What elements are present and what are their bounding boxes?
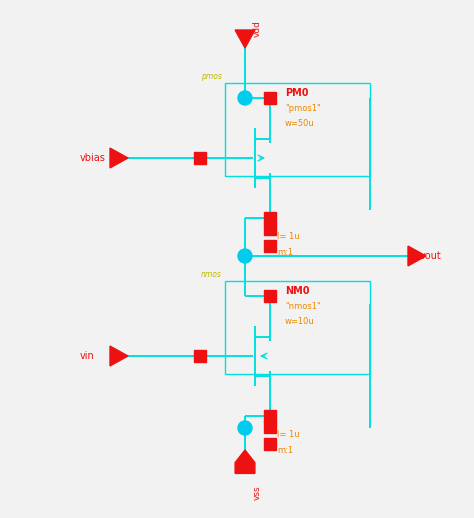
Text: vss: vss [253, 485, 262, 500]
Text: PM0: PM0 [285, 88, 309, 98]
Text: vdd: vdd [253, 20, 262, 37]
Circle shape [238, 421, 252, 435]
Text: w=10u: w=10u [285, 317, 315, 326]
Bar [225, 281, 370, 374]
Text: m:1: m:1 [277, 248, 293, 257]
Polygon shape [110, 346, 128, 366]
Polygon shape [235, 30, 255, 48]
Text: w=50u: w=50u [285, 119, 315, 128]
Bar [264, 212, 276, 224]
Circle shape [238, 91, 252, 105]
Bar [264, 421, 276, 433]
Polygon shape [110, 148, 128, 168]
Bar [194, 152, 206, 164]
Bar [225, 83, 370, 176]
Bar [264, 438, 276, 450]
Text: vin: vin [80, 351, 95, 361]
Bar [264, 92, 276, 104]
Bar [264, 410, 276, 422]
Text: vbias: vbias [80, 153, 106, 163]
Text: l= 1u: l= 1u [277, 430, 300, 439]
Text: "nmos1": "nmos1" [285, 302, 321, 311]
Bar [264, 223, 276, 235]
Text: nmos: nmos [201, 270, 222, 279]
Polygon shape [408, 246, 426, 266]
Text: m:1: m:1 [277, 446, 293, 455]
Bar [264, 290, 276, 302]
Text: vout: vout [420, 251, 442, 261]
Text: pmos: pmos [201, 72, 222, 81]
Text: NM0: NM0 [285, 286, 310, 296]
Bar [264, 240, 276, 252]
Text: "pmos1": "pmos1" [285, 104, 321, 113]
Polygon shape [235, 450, 255, 473]
Circle shape [238, 249, 252, 263]
Text: l= 1u: l= 1u [277, 232, 300, 241]
Bar [194, 350, 206, 362]
